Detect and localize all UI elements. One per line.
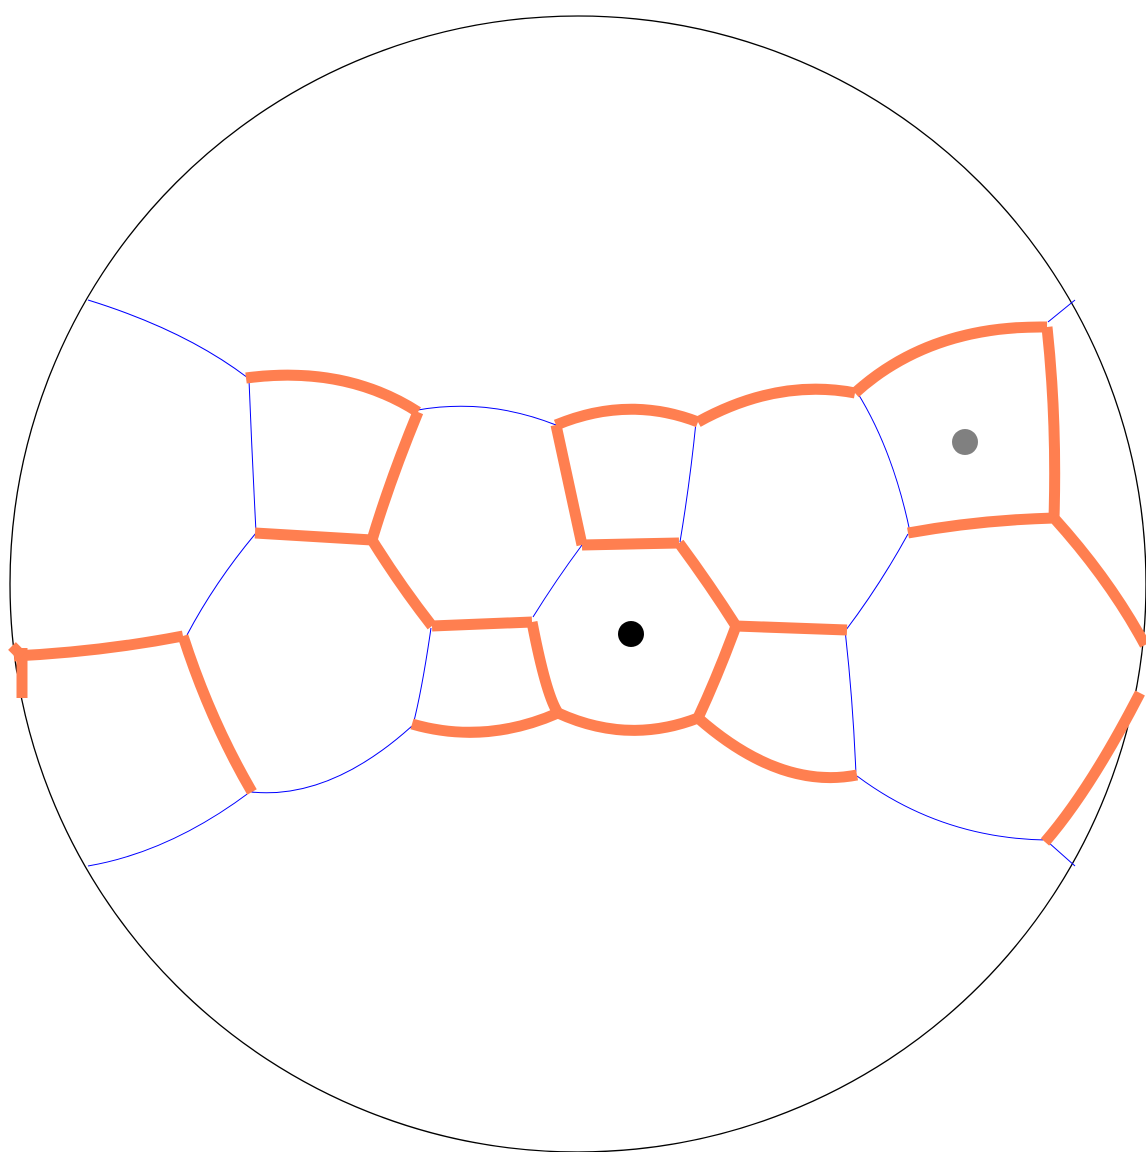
thick-edge xyxy=(410,707,561,738)
center-dot xyxy=(618,621,644,647)
thick-edge xyxy=(735,620,848,636)
boundary-circle xyxy=(9,15,1146,1152)
thin-edge xyxy=(417,405,557,426)
thick-edge xyxy=(550,423,588,547)
thick-edge xyxy=(581,537,680,551)
thin-edge xyxy=(87,299,249,379)
thick-edge xyxy=(431,616,533,632)
thin-edge xyxy=(856,775,1046,841)
thin-edge xyxy=(250,725,413,794)
thick-edge xyxy=(254,527,373,546)
thick-edge xyxy=(367,537,437,630)
thick-edge xyxy=(851,321,1048,398)
thick-edge xyxy=(907,512,1055,539)
thin-edges xyxy=(87,299,1076,867)
thin-edge xyxy=(87,791,251,867)
thin-edge xyxy=(679,421,697,543)
thick-edge xyxy=(245,369,421,417)
thick-edge xyxy=(13,630,185,662)
thick-edge xyxy=(1040,690,1145,846)
thick-edge xyxy=(693,624,742,721)
thick-edge xyxy=(366,409,424,542)
thin-edge xyxy=(856,391,911,533)
thin-edge xyxy=(412,627,432,726)
thick-edge xyxy=(555,707,700,736)
thick-edge xyxy=(553,403,700,431)
thin-edge xyxy=(1047,841,1076,867)
thin-edge xyxy=(844,629,857,776)
thin-edge xyxy=(1047,299,1076,323)
thin-edge xyxy=(186,532,257,636)
thin-edge xyxy=(845,533,909,631)
thick-edges xyxy=(8,321,1146,846)
thick-edge xyxy=(177,634,257,795)
thick-edge xyxy=(694,713,859,784)
thick-edge xyxy=(695,383,857,427)
thin-edge xyxy=(248,379,257,533)
thin-edge xyxy=(532,544,583,618)
thick-edge xyxy=(1041,326,1061,519)
thick-edge xyxy=(674,539,741,629)
thick-edge xyxy=(8,642,26,660)
thick-edge xyxy=(1049,514,1146,648)
secondary-dot xyxy=(952,429,978,455)
thick-edge xyxy=(526,620,563,717)
